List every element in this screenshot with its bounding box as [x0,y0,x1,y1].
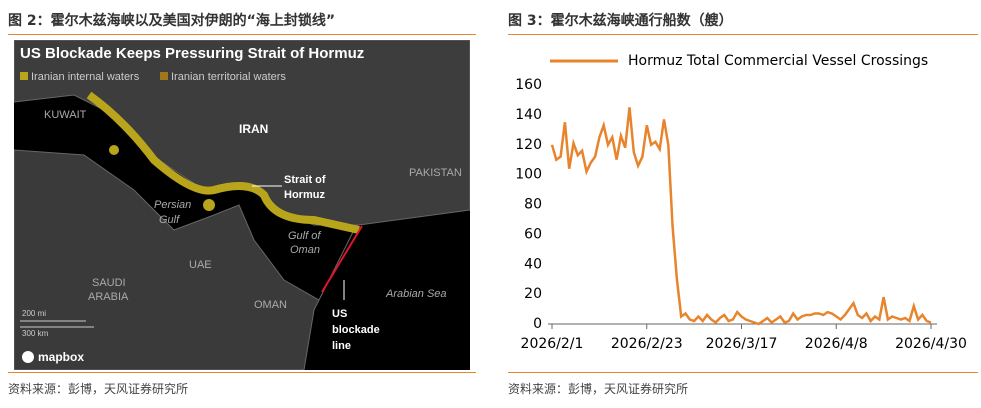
attribution: mapbox [38,350,84,364]
figure-caption: 图 2：霍尔木兹海峡以及美国对伊朗的“海上封锁线” [8,13,336,29]
y-tick-label: 60 [524,226,542,242]
x-tick-label: 2026/2/1 [521,336,584,352]
island [203,199,215,211]
callout: Hormuz [284,189,325,201]
map: US Blockade Keeps Pressuring Strait of H… [14,40,470,370]
place-label: PAKISTAN [409,167,462,179]
y-tick-label: 0 [533,316,542,332]
legend-label: Iranian territorial waters [171,71,286,83]
place-label: OMAN [254,299,287,311]
blockade-line [321,225,363,293]
y-tick-label: 20 [524,286,542,302]
scale-label: 300 km [22,329,49,338]
place-label: ARABIA [88,291,129,303]
chart: 0 20 40 60 80 100 120 140 160 2026/2/1 2026/2/23 20… [515,53,967,352]
callout: line [332,340,351,352]
logo [22,351,34,363]
rule [8,34,476,35]
source: 资料来源：彭博，天风证券研究所 [508,382,689,396]
x-tick-label: 2026/4/8 [805,336,868,352]
x-tick-label: 2026/3/17 [706,336,778,352]
scale-label: 200 mi [22,309,46,318]
y-tick-label: 140 [515,107,542,123]
x-tick-label: 2026/2/23 [611,336,683,352]
y-tick-label: 120 [515,137,542,153]
legend-label: Hormuz Total Commercial Vessel Crossings [628,53,928,69]
y-tick-label: 40 [524,256,542,272]
source: 资料来源：彭博，天风证券研究所 [8,382,189,396]
place-label: Persian [154,199,191,211]
series-line [550,107,932,326]
place-label: UAE [189,259,212,271]
callout: Strait of [284,174,326,186]
figure-caption: 图 3：霍尔木兹海峡通行船数（艘） [508,13,733,29]
callout: US [332,308,347,320]
rule [508,34,978,35]
place-label: SAUDI [92,277,126,289]
rule [8,372,476,373]
territorial-waters [86,91,360,234]
arabia-land [14,149,355,370]
callout: blockade [332,324,380,336]
place-label: KUWAIT [44,109,87,121]
place-label: Oman [290,244,320,256]
legend-swatch [20,72,28,80]
place-label: Gulf of [288,230,321,242]
map-title: US Blockade Keeps Pressuring Strait of H… [20,45,364,62]
legend-swatch [160,72,168,80]
place-label: Arabian Sea [385,288,447,300]
place-label: IRAN [239,122,268,136]
y-tick-label: 80 [524,197,542,213]
y-tick-label: 100 [515,167,542,183]
x-tick-label: 2026/4/30 [895,336,967,352]
legend-label: Iranian internal waters [31,71,140,83]
y-tick-label: 160 [515,77,542,93]
place-label: Gulf [159,214,180,226]
rule [508,372,978,373]
island [109,145,119,155]
